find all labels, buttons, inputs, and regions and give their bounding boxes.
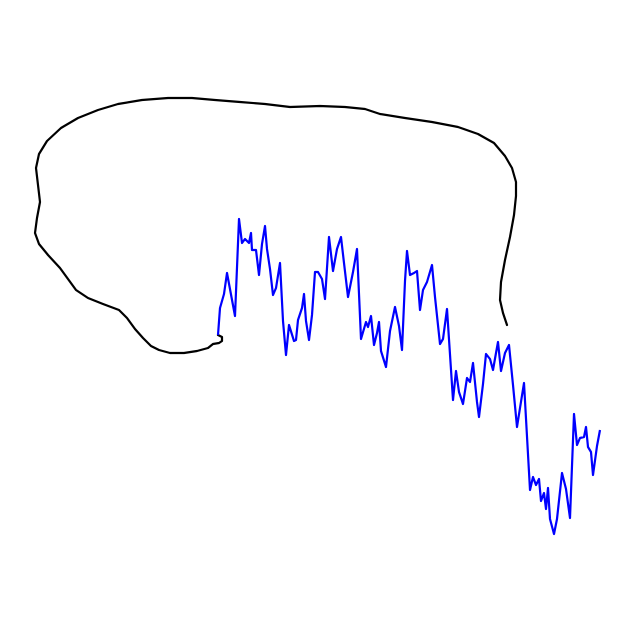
freehand-outline-stroke (33, 96, 518, 355)
jagged-blue-trace-line (216, 217, 602, 536)
